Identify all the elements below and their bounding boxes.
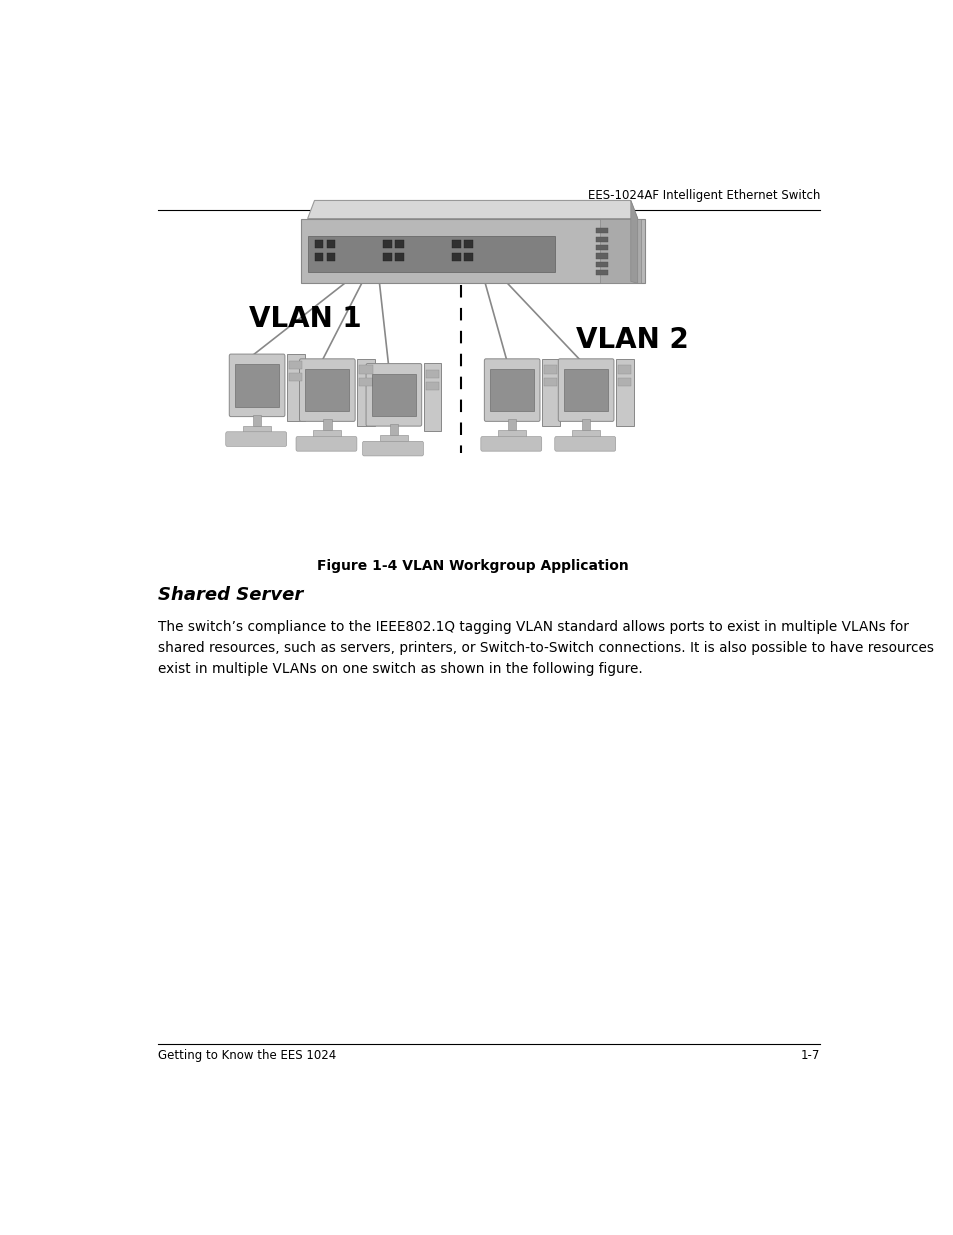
FancyBboxPatch shape (299, 359, 355, 421)
Bar (490, 369, 534, 411)
Polygon shape (307, 200, 637, 219)
Bar (305, 369, 349, 411)
Text: Figure 1-4 VLAN Workgroup Application: Figure 1-4 VLAN Workgroup Application (316, 559, 628, 573)
Bar (581, 420, 590, 430)
Bar (497, 430, 526, 437)
FancyBboxPatch shape (484, 359, 539, 421)
Bar (314, 253, 323, 262)
Bar (383, 240, 392, 248)
Bar (234, 364, 279, 406)
Bar (253, 415, 261, 426)
Bar (507, 420, 516, 430)
FancyBboxPatch shape (555, 436, 615, 451)
Bar (596, 262, 608, 267)
Text: shared resources, such as servers, printers, or Switch-to-Switch connections. It: shared resources, such as servers, print… (157, 641, 933, 655)
FancyBboxPatch shape (480, 436, 541, 451)
Text: VLAN 2: VLAN 2 (576, 326, 688, 354)
Bar (289, 361, 302, 369)
Bar (425, 383, 438, 390)
Bar (372, 374, 416, 416)
Bar (596, 228, 608, 233)
Bar (596, 270, 608, 275)
Bar (452, 253, 460, 262)
Bar (356, 358, 375, 426)
Bar (313, 430, 341, 437)
Bar (563, 369, 608, 411)
Bar (618, 378, 631, 385)
Bar (596, 237, 608, 242)
Bar (307, 236, 555, 272)
Bar (599, 219, 640, 283)
Bar (596, 253, 608, 258)
Bar (289, 373, 302, 380)
Bar (359, 366, 373, 373)
Bar (395, 240, 403, 248)
Bar (243, 426, 271, 432)
FancyBboxPatch shape (362, 441, 423, 456)
Bar (423, 363, 441, 431)
Bar (323, 420, 332, 430)
FancyBboxPatch shape (229, 354, 285, 416)
Bar (314, 240, 323, 248)
Text: EES-1024AF Intelligent Ethernet Switch: EES-1024AF Intelligent Ethernet Switch (587, 189, 820, 203)
FancyBboxPatch shape (366, 363, 421, 426)
Bar (379, 435, 408, 441)
Polygon shape (630, 200, 637, 283)
Bar (395, 253, 403, 262)
FancyBboxPatch shape (295, 436, 356, 451)
Bar (359, 378, 373, 385)
Bar (463, 240, 472, 248)
Text: VLAN 1: VLAN 1 (249, 305, 361, 333)
Bar (389, 424, 397, 435)
FancyBboxPatch shape (226, 432, 286, 446)
Bar (541, 358, 559, 426)
Text: exist in multiple VLANs on one switch as shown in the following figure.: exist in multiple VLANs on one switch as… (157, 662, 641, 676)
Bar (463, 253, 472, 262)
Bar (452, 240, 460, 248)
Bar (543, 366, 557, 373)
Bar (543, 378, 557, 385)
Bar (300, 219, 644, 283)
Bar (326, 240, 335, 248)
Bar (287, 354, 304, 421)
FancyBboxPatch shape (558, 359, 614, 421)
Bar (326, 253, 335, 262)
Bar (616, 358, 633, 426)
Bar (618, 366, 631, 373)
Text: The switch’s compliance to the IEEE802.1Q tagging VLAN standard allows ports to : The switch’s compliance to the IEEE802.1… (157, 620, 907, 634)
Text: Getting to Know the EES 1024: Getting to Know the EES 1024 (157, 1049, 335, 1062)
Text: 1-7: 1-7 (800, 1049, 820, 1062)
Bar (383, 253, 392, 262)
Bar (425, 370, 438, 378)
Bar (596, 245, 608, 251)
Text: Shared Server: Shared Server (157, 585, 303, 604)
Bar (572, 430, 599, 437)
